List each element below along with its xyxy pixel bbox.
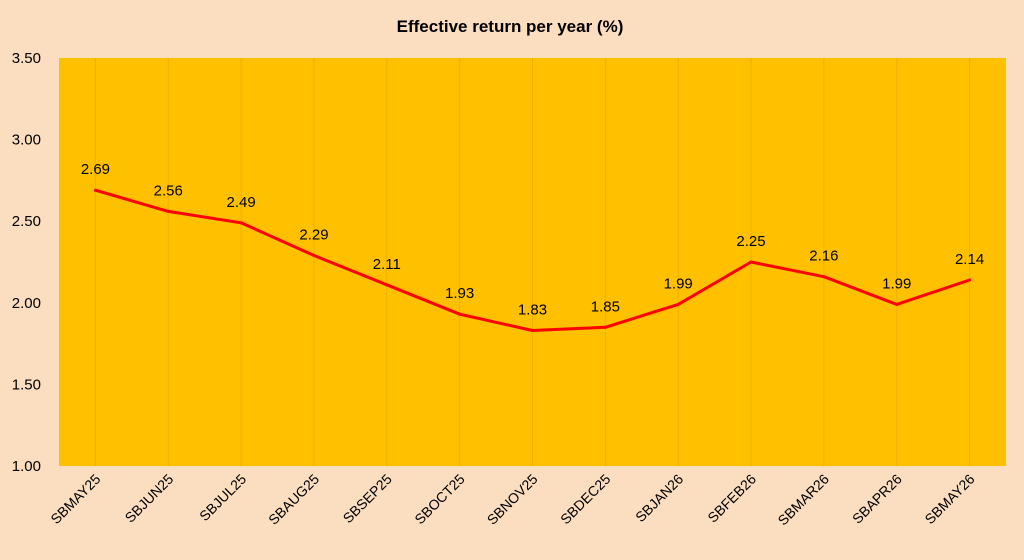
x-tick-label: SBAPR26 bbox=[849, 471, 905, 527]
data-label: 2.29 bbox=[299, 226, 328, 243]
data-point bbox=[603, 325, 607, 329]
data-point bbox=[93, 188, 97, 192]
y-tick-label: 3.00 bbox=[12, 132, 41, 149]
x-tick-label: SBJUL25 bbox=[196, 471, 249, 524]
data-label: 2.69 bbox=[81, 161, 110, 178]
data-label: 1.83 bbox=[518, 302, 547, 319]
data-point bbox=[312, 253, 316, 257]
x-tick-label: SBJAN26 bbox=[632, 471, 686, 525]
y-tick-label: 1.50 bbox=[12, 376, 41, 393]
chart-title: Effective return per year (%) bbox=[397, 17, 624, 36]
data-point bbox=[385, 283, 389, 287]
data-point bbox=[895, 302, 899, 306]
data-point bbox=[239, 221, 243, 225]
x-tick-label: SBMAY25 bbox=[47, 471, 103, 527]
x-tick-label: SBMAY26 bbox=[921, 471, 977, 527]
data-label: 2.49 bbox=[227, 194, 256, 211]
data-point bbox=[749, 260, 753, 264]
data-label: 2.14 bbox=[955, 251, 984, 268]
x-tick-label: SBJUN25 bbox=[122, 471, 177, 526]
x-tick-label: SBFEB26 bbox=[704, 471, 759, 526]
data-label: 2.16 bbox=[809, 248, 838, 265]
y-tick-label: 1.00 bbox=[12, 458, 41, 475]
data-point bbox=[676, 302, 680, 306]
data-label: 1.99 bbox=[882, 275, 911, 292]
data-label: 1.85 bbox=[591, 298, 620, 315]
x-tick-label: SBDEC25 bbox=[557, 471, 614, 528]
data-point bbox=[531, 329, 534, 333]
y-tick-label: 2.50 bbox=[12, 213, 41, 230]
data-label: 2.56 bbox=[154, 182, 183, 199]
x-tick-label: SBSEP25 bbox=[340, 471, 395, 526]
y-axis: 1.00 1.50 2.00 2.50 3.00 3.50 bbox=[12, 50, 41, 475]
data-label: 2.11 bbox=[373, 256, 401, 273]
x-axis: SBMAY25 SBJUN25 SBJUL25 SBAUG25 SBSEP25 SBOCT… bbox=[47, 471, 978, 529]
y-tick-label: 3.50 bbox=[12, 50, 41, 67]
data-point bbox=[822, 275, 826, 279]
x-tick-label: SBAUG25 bbox=[265, 471, 322, 528]
y-tick-label: 2.00 bbox=[12, 295, 41, 312]
data-label: 1.99 bbox=[664, 275, 693, 292]
data-label: 1.93 bbox=[445, 285, 474, 302]
data-label: 2.25 bbox=[736, 233, 765, 250]
x-tick-label: SBMAR26 bbox=[774, 471, 832, 529]
x-tick-label: SBOCT25 bbox=[411, 471, 468, 528]
data-point bbox=[458, 312, 462, 316]
data-point bbox=[166, 209, 170, 213]
data-point bbox=[968, 278, 972, 282]
x-tick-label: SBNOV25 bbox=[484, 471, 541, 528]
data-labels: 2.69 2.56 2.49 2.29 2.11 1.93 1.83 1.85 1.99 2.25… bbox=[81, 161, 984, 333]
